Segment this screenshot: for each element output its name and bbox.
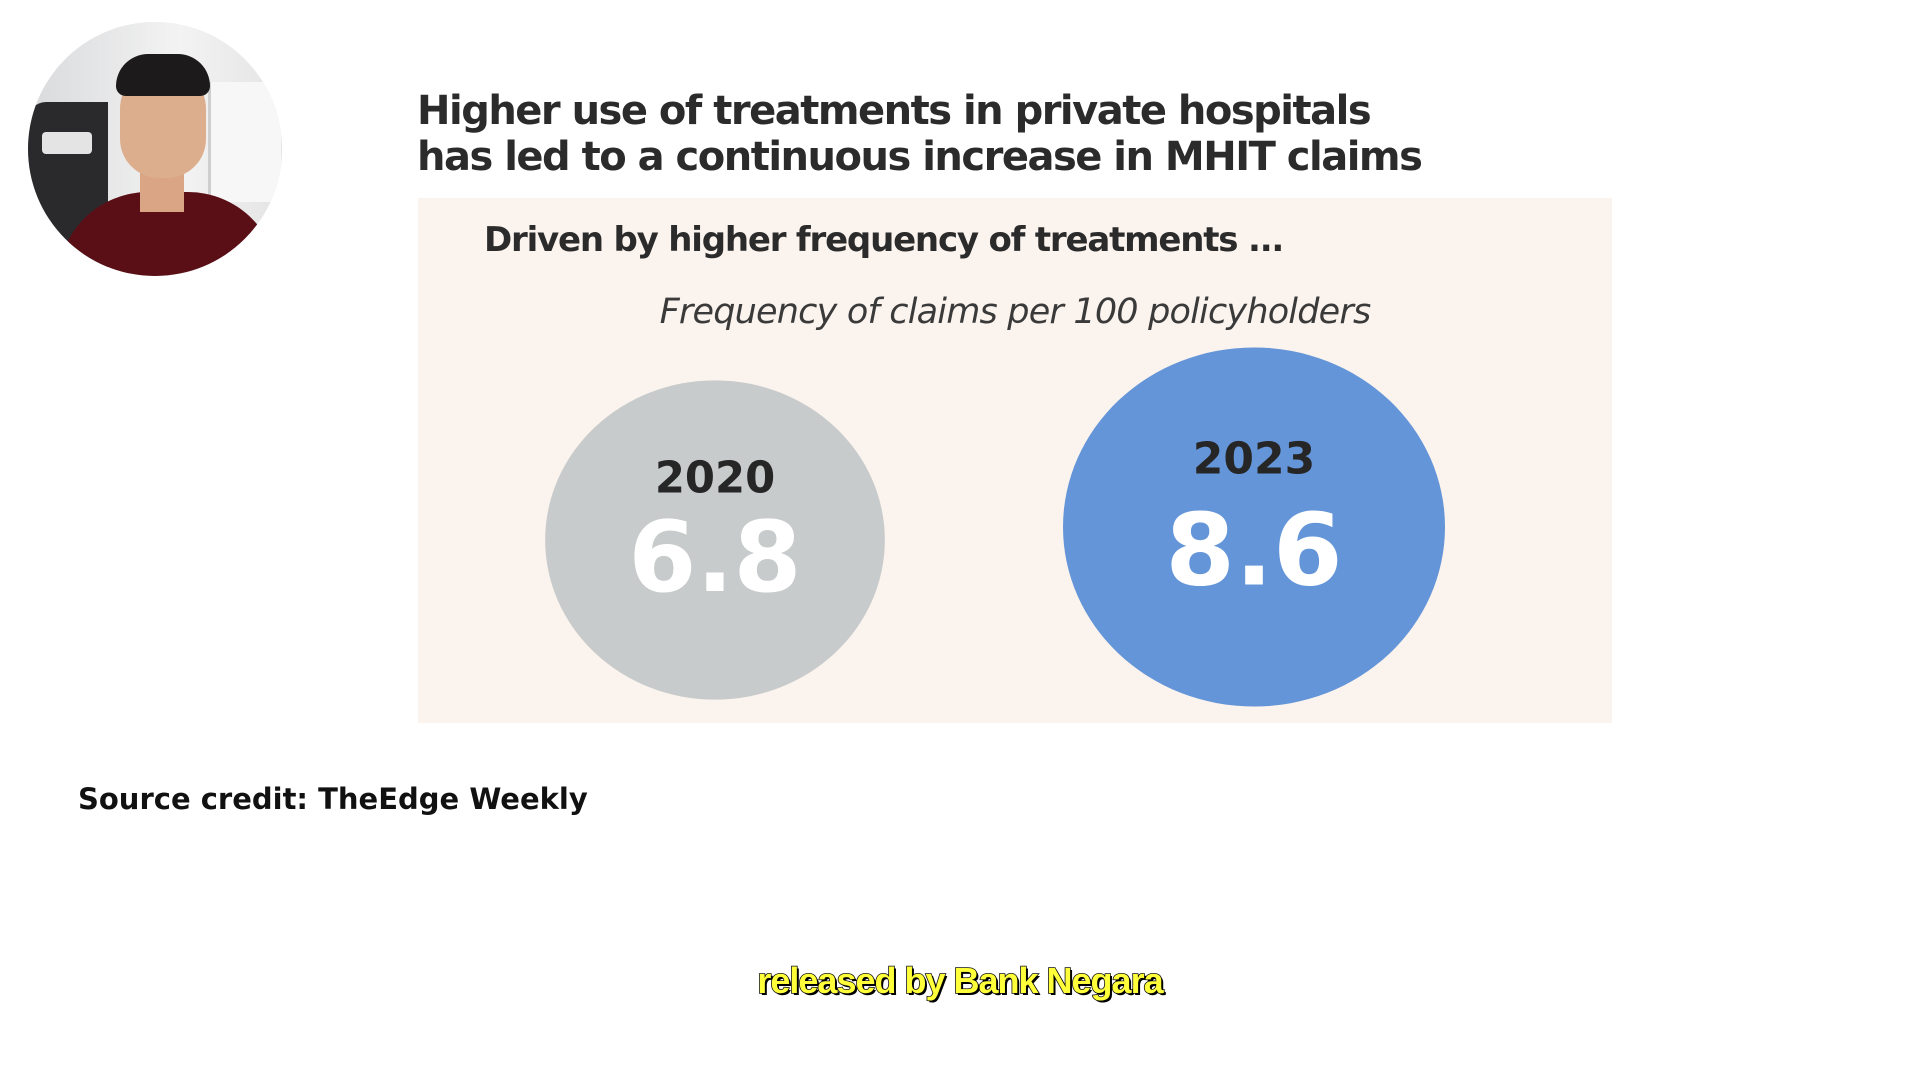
- presenter-webcam: [28, 22, 282, 276]
- chart-heading: Driven by higher frequency of treatments…: [484, 220, 1284, 260]
- bubble-2023: 2023 8.6: [1063, 347, 1445, 707]
- bubble-circle-2020: [545, 380, 885, 700]
- bubble-value-label: 6.8: [628, 501, 801, 615]
- bubble-value-label: 8.6: [1165, 491, 1342, 608]
- bubble-year-label: 2020: [655, 453, 775, 503]
- slide-title-line-1: Higher use of treatments in private hosp…: [417, 88, 1372, 134]
- chart-panel: Driven by higher frequency of treatments…: [418, 198, 1612, 723]
- source-credit: Source credit: TheEdge Weekly: [78, 782, 588, 816]
- bubble-year-label: 2023: [1193, 434, 1315, 485]
- slide-title-line-2: has led to a continuous increase in MHIT…: [417, 134, 1423, 180]
- chart-subtitle: Frequency of claims per 100 policyholder…: [659, 292, 1372, 332]
- subtitle-caption: released by Bank Negara: [757, 959, 1165, 1002]
- bubble-circle-2023: [1063, 347, 1445, 707]
- slide-title: Higher use of treatments in private hosp…: [417, 88, 1423, 180]
